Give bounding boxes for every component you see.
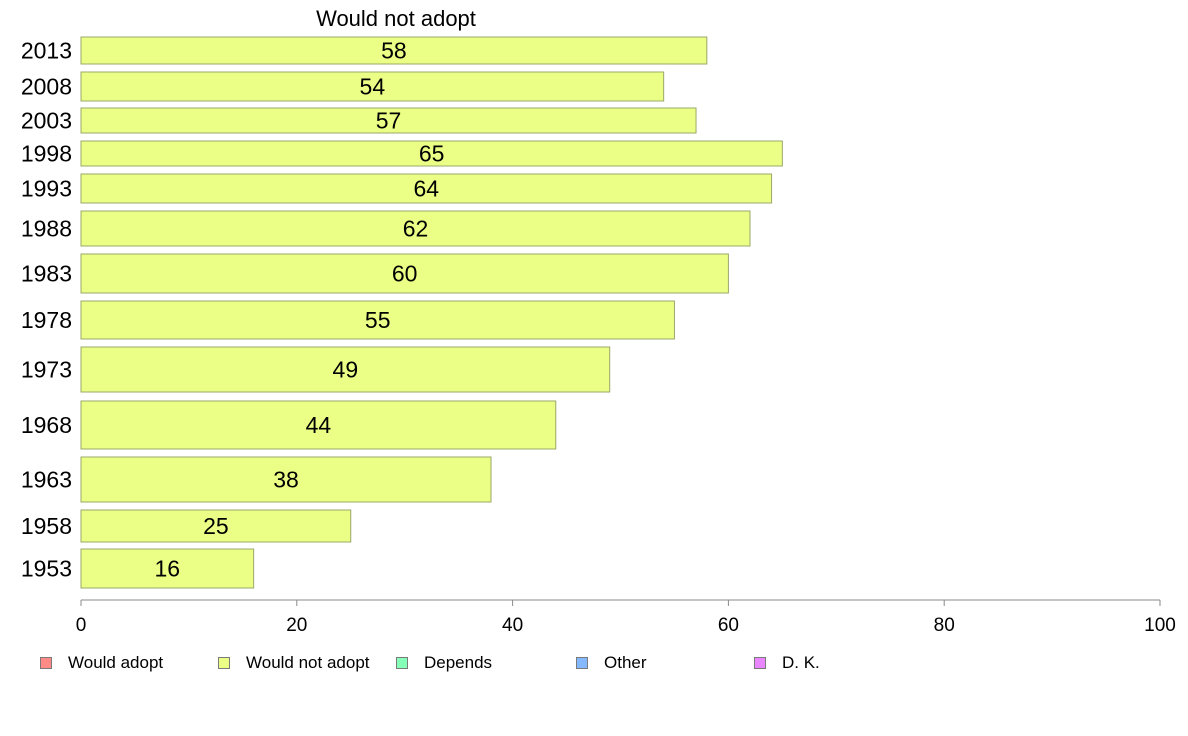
bar-2008	[80, 71, 665, 102]
data-label-1953: 16	[155, 556, 181, 582]
bar-2003	[80, 107, 697, 134]
legend-swatch	[396, 657, 408, 669]
x-tick-label-80: 80	[934, 615, 955, 636]
x-tick-label-60: 60	[718, 615, 739, 636]
bar-1968	[80, 400, 557, 450]
category-label-1998: 1998	[21, 141, 72, 167]
category-label-2008: 2008	[21, 74, 72, 100]
legend-item: D. K.	[754, 653, 820, 673]
bar-1983	[80, 253, 729, 294]
legend-item: Would adopt	[40, 653, 163, 673]
data-label-1988: 62	[403, 216, 429, 242]
x-tick-label-40: 40	[502, 615, 523, 636]
category-label-1988: 1988	[21, 216, 72, 242]
category-label-1983: 1983	[21, 261, 72, 287]
bars-group: 2013 58 2008 54 2003 57 1998 65 1993 64 1988 62 1983…	[21, 36, 783, 589]
bar-1978	[80, 300, 675, 340]
legend-item: Depends	[396, 653, 492, 673]
data-label-1983: 60	[392, 261, 418, 287]
legend-item: Other	[576, 653, 647, 673]
legend-item: Would not adopt	[218, 653, 370, 673]
x-axis: 0 20 40 60 80 100	[76, 599, 1176, 636]
data-label-2003: 57	[376, 108, 402, 134]
category-label-1953: 1953	[21, 556, 72, 582]
category-label-1963: 1963	[21, 467, 72, 493]
legend-label: D. K.	[782, 653, 820, 672]
category-label-2013: 2013	[21, 38, 72, 64]
data-label-1998: 65	[419, 141, 445, 167]
category-label-2003: 2003	[21, 108, 72, 134]
legend-swatch	[40, 657, 52, 669]
data-label-2013: 58	[381, 38, 407, 64]
data-label-1963: 38	[273, 467, 299, 493]
legend: Would adopt Would not adopt Depends Other D.…	[40, 653, 1140, 675]
bar-1953	[80, 548, 255, 589]
legend-label: Would not adopt	[246, 653, 370, 672]
category-label-1968: 1968	[21, 412, 72, 438]
data-label-1973: 49	[333, 357, 359, 383]
legend-swatch	[754, 657, 766, 669]
x-tick-label-0: 0	[76, 615, 87, 636]
bar-1958	[80, 509, 352, 543]
bar-1988	[80, 210, 751, 247]
legend-swatch	[218, 657, 230, 669]
bar-1963	[80, 456, 492, 503]
category-label-1973: 1973	[21, 357, 72, 383]
chart-title: Would not adopt	[316, 6, 476, 31]
category-label-1993: 1993	[21, 176, 72, 202]
data-label-2008: 54	[360, 74, 386, 100]
x-tick-label-20: 20	[286, 615, 307, 636]
bar-1973	[80, 346, 611, 393]
category-label-1958: 1958	[21, 513, 72, 539]
x-tick-label-100: 100	[1144, 615, 1176, 636]
bar-1998	[80, 140, 783, 167]
bar-2013	[80, 36, 708, 65]
data-label-1958: 25	[203, 513, 229, 539]
legend-label: Depends	[424, 653, 493, 672]
data-label-1993: 64	[413, 176, 439, 202]
data-label-1968: 44	[306, 412, 332, 438]
legend-label: Would adopt	[68, 653, 164, 672]
category-label-1978: 1978	[21, 307, 72, 333]
legend-swatch	[576, 657, 588, 669]
bar-1993	[80, 173, 773, 204]
legend-label: Other	[604, 653, 647, 672]
data-label-1978: 55	[365, 307, 391, 333]
